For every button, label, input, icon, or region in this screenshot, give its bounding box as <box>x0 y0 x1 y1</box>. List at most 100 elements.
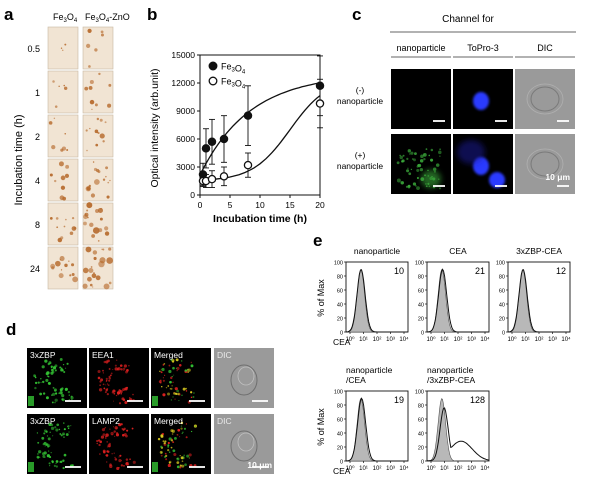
y-tick-label: 0 <box>190 190 195 200</box>
panel-c-row-label: nanoparticle <box>337 161 384 171</box>
y-tick-label: 100 <box>415 261 424 267</box>
panel-c: c Channel for nanoparticle ToPro-3 DIC(-)n… <box>337 5 576 194</box>
panel-a-tile <box>82 114 114 158</box>
panel-d-tile-label: 3xZBP <box>30 416 56 426</box>
x-tick-label: 5 <box>228 200 233 210</box>
y-tick-label: 60 <box>499 289 505 295</box>
x-tick-label: 10⁴ <box>480 336 490 343</box>
y-tick-label: 60 <box>418 289 424 295</box>
flow-plot-title: nanoparticle <box>354 246 401 256</box>
panel-d-tile: DIC <box>214 348 274 408</box>
y-tick-label: 20 <box>418 317 424 323</box>
flow-plot-title: /CEA <box>346 375 366 385</box>
panel-a-tile <box>82 26 114 70</box>
flow-plot: 3xZBP-CEA 12 0 20 40 60 80 100 10⁰ 10¹ 10² 10³ 10⁴ <box>496 246 571 343</box>
y-tick-label: 100 <box>415 390 424 396</box>
flow-plot-title: CEA <box>449 246 467 256</box>
legend-label: Fe3O4 <box>221 62 246 76</box>
data-point <box>243 160 253 170</box>
x-tick-label: 10⁰ <box>507 336 517 343</box>
panel-c-tile <box>453 134 513 194</box>
flow-xlabel: CEA <box>333 466 351 476</box>
y-tick-label: 20 <box>337 446 343 452</box>
x-tick-label: 10 <box>255 200 265 210</box>
flow-plot-title: nanoparticle <box>427 365 474 375</box>
panel-c-col-header: DIC <box>537 43 553 53</box>
y-tick-label: 0 <box>421 331 424 337</box>
panel-d-tile-label: DIC <box>217 350 232 360</box>
panel-c-scale-label: 10 μm <box>545 172 570 182</box>
panel-a: a Fe3O4 Fe3O4-ZnO Incubation time (h) 0.… <box>4 5 130 290</box>
x-tick-label: 10³ <box>467 466 476 472</box>
data-point <box>315 99 325 108</box>
panel-letter-a: a <box>4 5 14 24</box>
panel-a-tile <box>47 246 79 290</box>
sample-histogram <box>427 407 490 462</box>
panel-d-tile-label: 3xZBP <box>30 350 56 360</box>
x-tick-label: 10⁰ <box>426 336 436 343</box>
chart-xlabel: Incubation time (h) <box>213 213 307 225</box>
x-tick-label: 15 <box>285 200 295 210</box>
y-tick-label: 20 <box>337 317 343 323</box>
y-tick-label: 12000 <box>171 78 195 88</box>
flow-plot-value: 10 <box>394 266 404 276</box>
y-tick-label: 0 <box>421 460 424 466</box>
y-tick-label: 6000 <box>176 134 195 144</box>
data-point <box>207 137 217 147</box>
y-tick-label: 40 <box>499 303 505 309</box>
y-tick-label: 100 <box>334 390 343 396</box>
data-point <box>219 172 229 181</box>
x-tick-label: 10² <box>535 337 544 343</box>
panel-a-tile <box>82 70 114 114</box>
y-tick-label: 40 <box>418 432 424 438</box>
x-tick-label: 10¹ <box>521 337 530 343</box>
panel-a-tile <box>47 202 79 246</box>
x-tick-label: 10² <box>373 466 382 472</box>
panel-a-row-label: 0.5 <box>27 44 40 54</box>
panel-c-tile <box>453 69 513 129</box>
legend-marker <box>208 76 218 86</box>
x-tick-label: 10³ <box>467 337 476 343</box>
panel-d-tile: EEA1 <box>89 348 149 408</box>
x-tick-label: 10² <box>454 337 463 343</box>
flow-ylabel: % of Max <box>316 279 326 317</box>
panel-d-tile-label: DIC <box>217 416 232 426</box>
panel-a-tile <box>82 246 114 290</box>
legend-marker <box>208 61 218 71</box>
y-tick-label: 80 <box>418 404 424 410</box>
panel-d-tile-label: EEA1 <box>92 350 114 360</box>
panel-d-tile: Merged <box>151 348 211 408</box>
panel-c-tile <box>515 134 575 194</box>
panel-d-tile: LAMP2 <box>89 414 149 474</box>
flow-plot-title: /3xZBP-CEA <box>427 375 476 385</box>
y-tick-label: 40 <box>337 432 343 438</box>
data-point <box>219 134 229 144</box>
panel-d-tile: DIC <box>214 414 274 474</box>
y-tick-label: 100 <box>334 261 343 267</box>
panel-b: b Optical intensity (arb.unit) Incubatio… <box>147 5 325 225</box>
x-tick-label: 10² <box>373 337 382 343</box>
x-tick-label: 10⁰ <box>426 465 436 472</box>
flow-plot-value: 19 <box>394 395 404 405</box>
x-tick-label: 10⁴ <box>480 465 490 472</box>
panel-d-tile-label: Merged <box>154 350 183 360</box>
panel-d-tile-label: Merged <box>154 416 183 426</box>
panel-d-scale-label: 10 μm <box>247 460 272 470</box>
flow-plot-title: 3xZBP-CEA <box>516 246 562 256</box>
y-tick-label: 80 <box>418 275 424 281</box>
legend-label: Fe3O4 <box>221 77 246 91</box>
y-tick-label: 0 <box>340 331 343 337</box>
panel-a-tile <box>47 158 79 202</box>
panel-a-tile <box>82 202 114 246</box>
panel-d: d 3xZBP EEA1 Merged DIC 3xZBP LAMP2 Merged DIC 1… <box>6 320 274 474</box>
x-tick-label: 10⁴ <box>399 465 409 472</box>
x-tick-label: 10⁴ <box>561 336 571 343</box>
y-tick-label: 9000 <box>176 106 195 116</box>
y-tick-label: 80 <box>337 404 343 410</box>
panel-d-tile: 3xZBP <box>27 414 87 474</box>
y-tick-label: 20 <box>499 317 505 323</box>
x-tick-label: 10¹ <box>440 337 449 343</box>
panel-a-row-label: 4 <box>35 176 40 186</box>
fit-curve-fe3o4-zno <box>199 82 321 176</box>
